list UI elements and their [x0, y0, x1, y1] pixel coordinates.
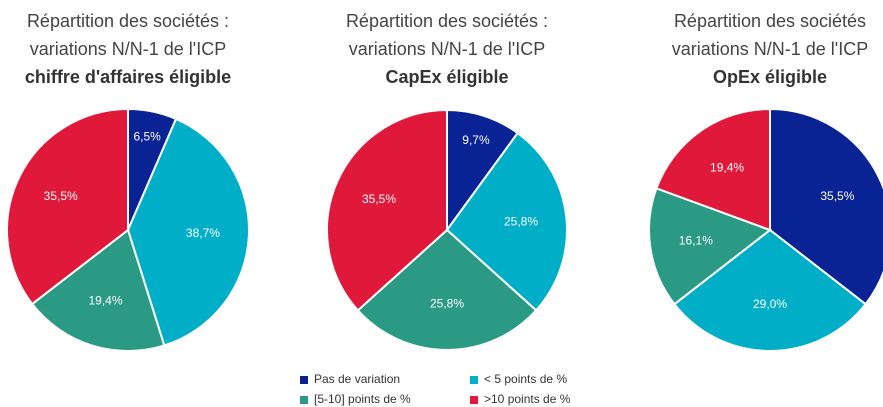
- pie-slice: [769, 107, 883, 306]
- data-label: 29,0%: [753, 297, 787, 311]
- chart-title: Répartition des sociétés: [674, 11, 866, 31]
- data-label: 6,5%: [133, 130, 161, 144]
- legend-marker: [300, 396, 308, 404]
- legend-marker: [470, 376, 478, 384]
- data-label: 25,8%: [504, 214, 538, 228]
- pie-slice: [126, 117, 250, 347]
- chart-title: variations N/N-1 de l'ICP: [672, 39, 869, 59]
- data-label: 25,8%: [430, 297, 464, 311]
- legend-label: Pas de variation: [314, 372, 400, 386]
- legend-marker: [300, 376, 308, 384]
- data-label: 35,5%: [44, 189, 78, 203]
- chart-title: chiffre d'affaires éligible: [25, 67, 231, 87]
- legend-label: < 5 points de %: [484, 372, 567, 386]
- pie-slice: [30, 228, 166, 352]
- pie-slice: [655, 107, 771, 232]
- legend-label: >10 points de %: [484, 392, 571, 406]
- pie-slice: [326, 108, 448, 312]
- chart-title: Répartition des sociétés :: [346, 11, 548, 31]
- pie-slice: [356, 228, 538, 351]
- pie-slice: [672, 228, 868, 352]
- chart-title: CapEx éligible: [385, 67, 508, 87]
- chart-title: variations N/N-1 de l'ICP: [30, 39, 227, 59]
- chart-title: OpEx éligible: [713, 67, 827, 87]
- data-label: 19,4%: [88, 294, 122, 308]
- pie-slice: [446, 108, 520, 234]
- data-label: 35,5%: [362, 192, 396, 206]
- pie-slice: [648, 187, 773, 306]
- chart-title: variations N/N-1 de l'ICP: [349, 39, 546, 59]
- pie-slice: [445, 131, 568, 312]
- pie-slice: [6, 107, 129, 306]
- data-label: 9,7%: [462, 133, 490, 147]
- data-label: 38,7%: [186, 226, 220, 240]
- legend-marker: [470, 396, 478, 404]
- data-label: 16,1%: [679, 234, 713, 248]
- data-label: 19,4%: [710, 161, 744, 175]
- chart-title: Répartition des sociétés :: [27, 11, 229, 31]
- data-label: 35,5%: [820, 189, 854, 203]
- legend-label: [5-10] points de %: [314, 392, 411, 406]
